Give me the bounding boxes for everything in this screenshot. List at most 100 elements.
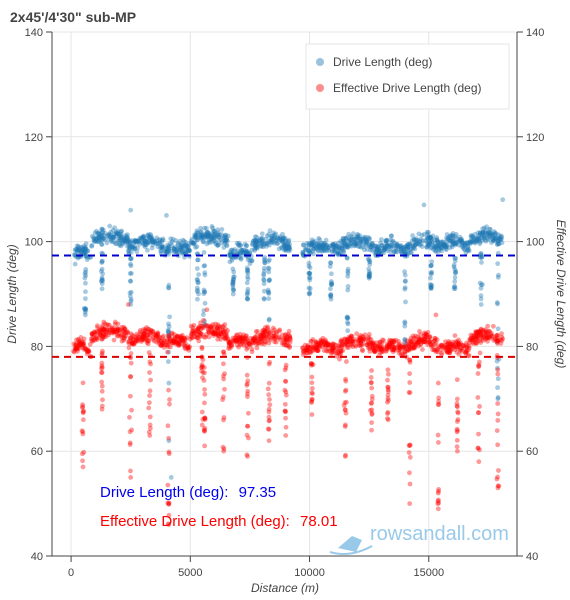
data-point: [228, 342, 234, 348]
data-point: [311, 251, 316, 257]
data-point: [238, 342, 243, 348]
data-point: [121, 238, 127, 244]
data-point: [266, 418, 272, 424]
data-point: [164, 250, 170, 256]
data-point: [274, 241, 280, 247]
data-point: [453, 232, 459, 237]
data-point: [210, 235, 215, 241]
data-point: [384, 242, 390, 248]
data-point: [165, 349, 170, 355]
data-point: [249, 247, 255, 253]
data-point: [354, 234, 360, 240]
data-point: [378, 240, 383, 246]
data-point: [239, 335, 245, 341]
data-point: [220, 349, 226, 355]
data-point: [257, 240, 263, 246]
data-point: [489, 240, 494, 245]
data-point: [328, 286, 333, 292]
data-point: [390, 349, 396, 355]
data-point: [252, 238, 258, 244]
data-point: [240, 249, 246, 255]
data-point: [172, 338, 178, 344]
data-point: [148, 235, 153, 241]
data-point: [140, 234, 146, 240]
data-point: [108, 237, 114, 243]
data-point: [454, 401, 460, 406]
data-point: [481, 233, 487, 239]
y-tick-label: 100: [25, 237, 43, 249]
data-point: [495, 396, 501, 402]
data-point: [273, 239, 279, 244]
data-point: [482, 234, 487, 240]
data-point: [277, 337, 283, 342]
data-point: [249, 258, 255, 264]
data-point: [266, 380, 272, 386]
data-point: [436, 244, 442, 250]
data-point: [142, 239, 148, 245]
data-point: [347, 237, 353, 243]
data-point: [105, 322, 111, 328]
data-point: [428, 270, 434, 276]
data-point: [98, 330, 103, 335]
data-point: [452, 279, 458, 284]
data-point: [165, 500, 171, 506]
data-point: [385, 242, 391, 247]
data-point: [220, 394, 226, 400]
data-point: [100, 334, 106, 340]
data-point: [238, 256, 244, 262]
data-point: [374, 250, 379, 255]
data-point: [490, 238, 496, 243]
data-point: [235, 337, 241, 343]
data-point: [206, 330, 212, 335]
data-point: [454, 419, 460, 424]
data-point: [445, 236, 451, 242]
data-point: [189, 236, 195, 242]
data-point: [161, 340, 167, 345]
data-point: [495, 417, 501, 423]
data-point: [148, 330, 154, 336]
data-point: [227, 339, 233, 345]
data-point: [376, 249, 382, 255]
data-point: [353, 241, 359, 247]
y2-tick-label: 100: [526, 237, 544, 249]
data-point: [462, 247, 468, 252]
data-point: [478, 296, 484, 302]
data-point: [243, 250, 249, 255]
data-point: [112, 231, 117, 237]
data-point: [323, 245, 329, 250]
data-point: [313, 339, 319, 345]
data-point: [164, 213, 169, 218]
data-point: [173, 341, 179, 347]
data-point: [201, 308, 207, 314]
data-point: [234, 332, 240, 338]
data-point: [121, 331, 127, 337]
data-point: [210, 331, 216, 336]
data-point: [335, 250, 341, 256]
data-point: [144, 340, 150, 346]
data-point: [78, 335, 84, 340]
data-point: [328, 296, 334, 302]
data-point: [176, 249, 181, 255]
data-point: [405, 244, 411, 250]
data-point: [99, 233, 104, 239]
data-point: [100, 327, 106, 332]
data-point: [115, 321, 121, 327]
data-point: [283, 332, 288, 337]
data-point: [202, 225, 208, 231]
data-point: [366, 236, 372, 242]
data-point: [266, 269, 272, 275]
data-point: [100, 326, 106, 332]
data-point: [249, 346, 255, 352]
data-point: [266, 231, 272, 237]
data-point: [193, 232, 199, 238]
data-point: [178, 247, 184, 253]
data-point: [145, 240, 150, 246]
data-point: [235, 248, 241, 254]
data-point: [150, 335, 156, 340]
data-point: [166, 333, 172, 339]
data-point: [271, 230, 276, 236]
data-point: [478, 251, 484, 256]
data-point: [495, 261, 501, 267]
data-point: [166, 251, 172, 257]
